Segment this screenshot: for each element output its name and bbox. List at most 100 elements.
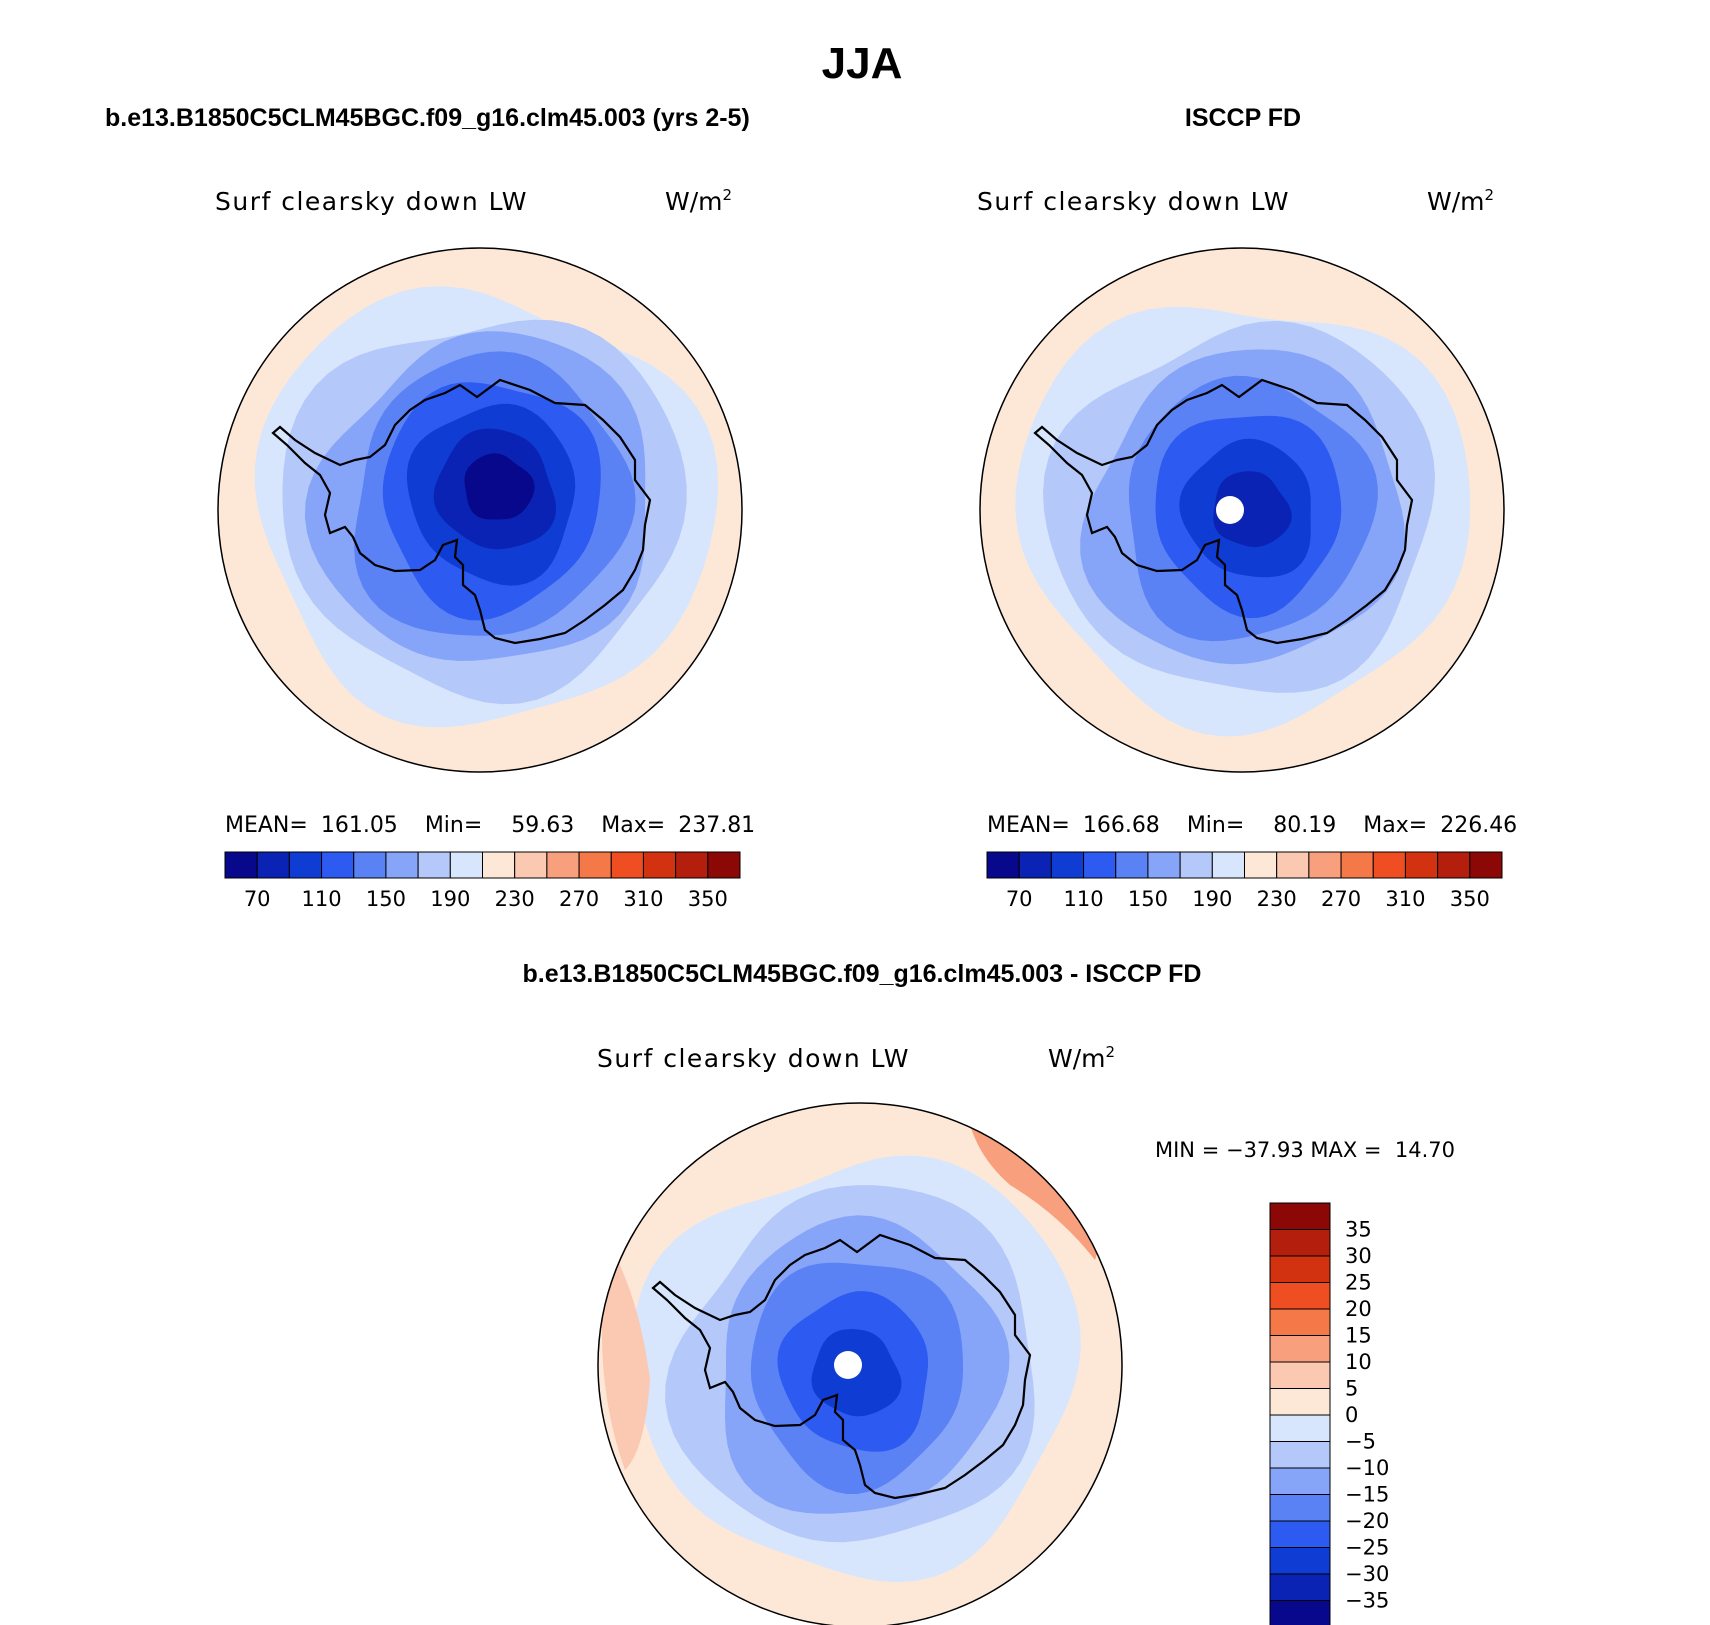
mean-label: MEAN= bbox=[987, 813, 1070, 838]
colorbar-tick-label: 25 bbox=[1345, 1271, 1372, 1295]
map-diff bbox=[598, 1103, 1122, 1625]
colorbar-swatch bbox=[1437, 851, 1471, 879]
mean-label: MEAN= bbox=[225, 813, 308, 838]
panel-model-units-exp: 2 bbox=[723, 186, 733, 204]
colorbar-swatch bbox=[1083, 851, 1117, 879]
colorbar-swatch bbox=[288, 851, 323, 879]
colorbar-swatch bbox=[675, 851, 709, 879]
colorbar-swatch bbox=[256, 851, 290, 879]
min-value: 59.63 bbox=[511, 813, 574, 838]
map-obs-border bbox=[979, 247, 1505, 773]
colorbar-swatch bbox=[1269, 1229, 1331, 1257]
colorbar-tick-label: 15 bbox=[1345, 1324, 1372, 1348]
colorbar-tick-label: 10 bbox=[1345, 1350, 1372, 1374]
colorbar-tick-label: 20 bbox=[1345, 1297, 1372, 1321]
map-model bbox=[218, 248, 742, 772]
min-value: 80.19 bbox=[1273, 813, 1336, 838]
max-label: Max= bbox=[601, 813, 665, 838]
colorbar-tick-label: 30 bbox=[1345, 1244, 1372, 1268]
colorbar-swatch bbox=[1269, 1494, 1331, 1522]
panel-obs-units-base: W/m bbox=[1427, 187, 1485, 216]
panel-diff-variable: Surf clearsky down LW bbox=[597, 1044, 910, 1073]
panel-model-units: W/m2 bbox=[665, 186, 732, 216]
colorbar-swatch bbox=[1115, 851, 1149, 879]
max-label: Max= bbox=[1363, 813, 1427, 838]
colorbar-tick-label: 310 bbox=[623, 887, 663, 911]
colorbar-swatch bbox=[321, 851, 355, 879]
warm-anomaly bbox=[601, 1245, 650, 1470]
colorbar-swatch bbox=[1372, 851, 1406, 879]
colorbar-swatch bbox=[353, 851, 387, 879]
contour-band bbox=[1213, 471, 1292, 548]
panel-model-variable: Surf clearsky down LW bbox=[215, 187, 528, 216]
colorbar-swatch bbox=[1276, 851, 1310, 879]
colorbar-obs: 70 110 150 190 230 270 310 350 bbox=[986, 851, 1503, 911]
colorbar-tick-label: 70 bbox=[244, 887, 271, 911]
colorbar-swatch bbox=[449, 851, 483, 879]
panel-model-case-title: b.e13.B1850C5CLM45BGC.f09_g16.clm45.003 … bbox=[105, 104, 750, 132]
colorbar-tick-label: 70 bbox=[1006, 887, 1033, 911]
colorbar-tick-label: −20 bbox=[1345, 1509, 1389, 1533]
panel-diff-minmax: MIN = −37.93 MAX = 14.70 bbox=[1155, 1138, 1455, 1162]
colorbar-swatch bbox=[1269, 1467, 1331, 1495]
colorbar-swatch bbox=[1179, 851, 1213, 879]
colorbar-tick-label: 150 bbox=[366, 887, 406, 911]
max-value: 237.81 bbox=[678, 813, 755, 838]
colorbar-swatch bbox=[1269, 1520, 1331, 1548]
panel-obs-units-exp: 2 bbox=[1485, 186, 1495, 204]
colorbar-swatch bbox=[224, 851, 258, 879]
panel-diff-units-exp: 2 bbox=[1106, 1043, 1116, 1061]
colorbar-swatch bbox=[1147, 851, 1181, 879]
panel-obs-stats: MEAN= 166.68 Min= 80.19 Max= 226.46 bbox=[987, 813, 1517, 838]
panel-obs-units: W/m2 bbox=[1427, 186, 1494, 216]
colorbar-swatch bbox=[385, 851, 419, 879]
min-label: Min= bbox=[425, 813, 482, 838]
contour-band bbox=[464, 453, 535, 520]
colorbar-tick-label: −35 bbox=[1345, 1589, 1389, 1613]
map-obs bbox=[980, 248, 1504, 772]
colorbar-tick-label: 190 bbox=[1192, 887, 1232, 911]
panel-diff-units: W/m2 bbox=[1048, 1043, 1115, 1073]
colorbar-swatch bbox=[1244, 851, 1278, 879]
coastline bbox=[651, 1233, 1032, 1500]
colorbar-tick-label: −5 bbox=[1345, 1430, 1376, 1454]
panel-obs: ISCCP FD Surf clearsky down LW W/m2 MEAN… bbox=[977, 104, 1517, 911]
colorbar-tick-label: −30 bbox=[1345, 1562, 1389, 1586]
colorbar-swatch bbox=[1050, 851, 1085, 879]
colorbar-swatch bbox=[1269, 1282, 1331, 1310]
coastline bbox=[1033, 378, 1414, 645]
colorbar-tick-label: 270 bbox=[1321, 887, 1361, 911]
colorbar-swatch bbox=[1269, 1335, 1331, 1363]
panel-diff-units-base: W/m bbox=[1048, 1044, 1106, 1073]
map-model-border bbox=[217, 247, 743, 773]
colorbar-tick-label: 110 bbox=[1064, 887, 1104, 911]
panel-diff-case-title: b.e13.B1850C5CLM45BGC.f09_g16.clm45.003 … bbox=[522, 960, 1201, 988]
colorbar-tick-label: 110 bbox=[302, 887, 342, 911]
colorbar-swatch bbox=[1018, 851, 1052, 879]
colorbar-tick-label: 150 bbox=[1128, 887, 1168, 911]
colorbar-swatch bbox=[1269, 1573, 1331, 1601]
colorbar-swatch bbox=[578, 851, 612, 879]
colorbar-swatch bbox=[1340, 851, 1374, 879]
colorbar-model: 70 110 150 190 230 270 310 350 bbox=[224, 851, 741, 911]
colorbar-tick-label: 190 bbox=[430, 887, 470, 911]
main-title: JJA bbox=[822, 39, 903, 88]
colorbar-swatch bbox=[1269, 1547, 1331, 1575]
panel-model: b.e13.B1850C5CLM45BGC.f09_g16.clm45.003 … bbox=[105, 104, 755, 911]
panel-model-units-base: W/m bbox=[665, 187, 723, 216]
min-label: Min= bbox=[1187, 813, 1244, 838]
pole-hole bbox=[1216, 496, 1244, 524]
colorbar-swatch bbox=[1269, 1202, 1331, 1230]
colorbar-tick-label: 270 bbox=[559, 887, 599, 911]
colorbar-tick-label: 5 bbox=[1345, 1377, 1358, 1401]
colorbar-swatch bbox=[546, 851, 580, 879]
colorbar-swatch bbox=[1308, 851, 1342, 879]
map-diff-border bbox=[597, 1102, 1123, 1625]
panel-model-stats: MEAN= 161.05 Min= 59.63 Max= 237.81 bbox=[225, 813, 755, 838]
colorbar-tick-label: −15 bbox=[1345, 1483, 1389, 1507]
colorbar-swatch bbox=[1469, 851, 1503, 879]
mean-value: 161.05 bbox=[321, 813, 398, 838]
colorbar-tick-label: 350 bbox=[688, 887, 728, 911]
colorbar-swatch bbox=[1269, 1388, 1331, 1416]
